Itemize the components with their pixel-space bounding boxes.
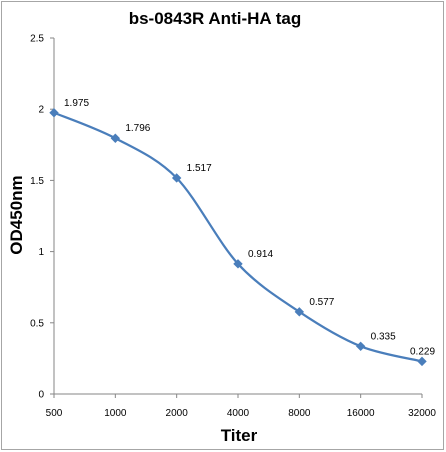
data-point-marker (110, 133, 121, 143)
series-line (53, 111, 423, 363)
chart-title: bs-0843R Anti-HA tag (129, 9, 302, 28)
data-label: 0.914 (248, 249, 273, 260)
data-points (49, 108, 427, 367)
y-tick-label: 2 (38, 105, 44, 116)
data-point-marker (233, 259, 243, 269)
x-tick-label: 500 (46, 408, 63, 419)
y-tick-label: 2.5 (30, 34, 44, 45)
data-label: 0.335 (371, 331, 396, 342)
x-tick-label: 8000 (288, 408, 311, 419)
data-label: 0.229 (410, 346, 435, 357)
y-tick-label: 0 (38, 390, 44, 401)
y-tick-label: 0.5 (30, 318, 44, 329)
data-point-marker (49, 108, 59, 118)
data-label: 1.517 (187, 163, 212, 174)
data-label: 1.796 (125, 123, 150, 134)
x-axis-title: Titer (221, 426, 258, 445)
x-tick-label: 4000 (227, 408, 250, 419)
y-axis-ticks: 0 0.5 1 1.5 2 2.5 (30, 34, 54, 401)
data-labels: 1.975 1.796 1.517 0.914 0.577 0.335 0.229 (64, 98, 435, 358)
x-tick-label: 32000 (408, 408, 436, 419)
x-tick-label: 1000 (104, 408, 127, 419)
data-point-marker (171, 173, 182, 183)
y-tick-label: 1.5 (30, 176, 44, 187)
y-tick-label: 1 (38, 247, 44, 258)
data-point-marker (355, 341, 366, 352)
x-axis-ticks: 500 1000 2000 4000 8000 16000 32000 (46, 394, 436, 419)
y-axis-title: OD450nm (7, 175, 26, 254)
data-point-marker (294, 307, 305, 317)
data-label: 1.975 (64, 98, 89, 109)
data-point-marker (417, 356, 427, 367)
x-tick-label: 16000 (347, 408, 375, 419)
x-tick-label: 2000 (166, 408, 189, 419)
data-label: 0.577 (309, 297, 334, 308)
